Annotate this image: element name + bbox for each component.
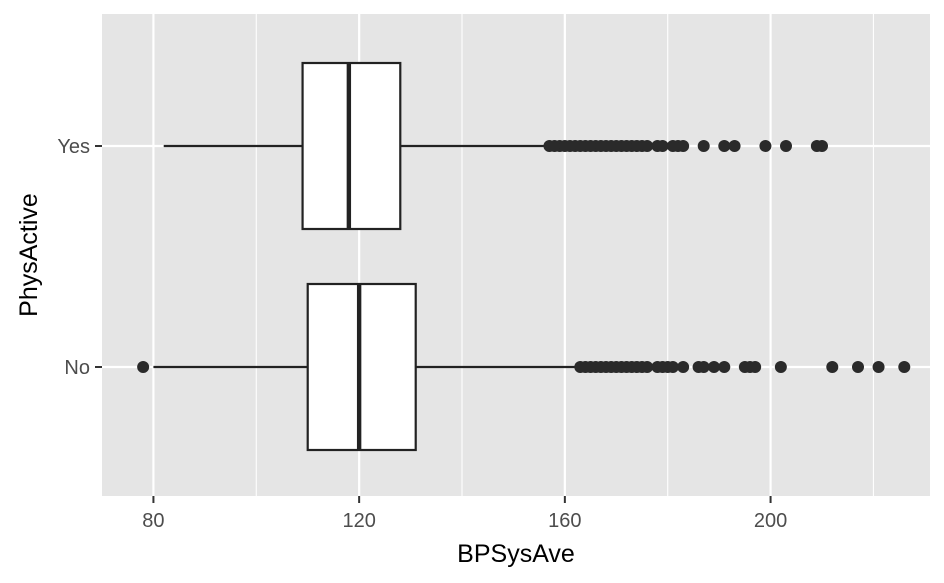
outlier-point <box>677 140 690 152</box>
y-tick-label: No <box>64 357 90 379</box>
outlier-point <box>677 361 690 373</box>
outlier-point <box>826 361 839 373</box>
outlier-point <box>749 361 762 373</box>
y-axis-title: PhysActive <box>15 193 43 317</box>
outlier-point <box>898 361 911 373</box>
outlier-point <box>774 361 787 373</box>
outlier-point <box>872 361 885 373</box>
x-axis-title: BPSysAve <box>457 540 575 568</box>
outlier-point <box>697 140 710 152</box>
outlier-point <box>816 140 828 152</box>
box-iqr <box>306 282 417 452</box>
outlier-point <box>759 140 772 152</box>
box-iqr <box>301 61 402 231</box>
outlier-point <box>780 140 792 152</box>
outlier-point <box>137 361 150 373</box>
outlier-point <box>708 361 720 373</box>
outlier-point <box>852 361 864 373</box>
x-tick-label: 80 <box>142 510 164 532</box>
outlier-point <box>718 140 731 152</box>
x-axis-ticks: 80 120 160 200 <box>142 496 787 532</box>
x-tick-label: 200 <box>754 510 787 532</box>
box-yes <box>163 61 828 231</box>
outlier-point <box>666 361 679 373</box>
outlier-point <box>728 140 741 152</box>
y-axis-ticks: No Yes <box>57 136 102 379</box>
outlier-point <box>697 361 710 373</box>
box-no <box>137 282 911 452</box>
outlier-point <box>641 140 654 152</box>
outlier-point <box>641 361 654 373</box>
plot-panel <box>102 14 930 496</box>
outlier-point <box>718 361 731 373</box>
outlier-point <box>656 140 669 152</box>
y-tick-label: Yes <box>57 136 90 158</box>
boxes <box>137 61 911 452</box>
x-tick-label: 120 <box>342 510 375 532</box>
grid-minor <box>255 14 874 496</box>
x-tick-label: 160 <box>548 510 581 532</box>
